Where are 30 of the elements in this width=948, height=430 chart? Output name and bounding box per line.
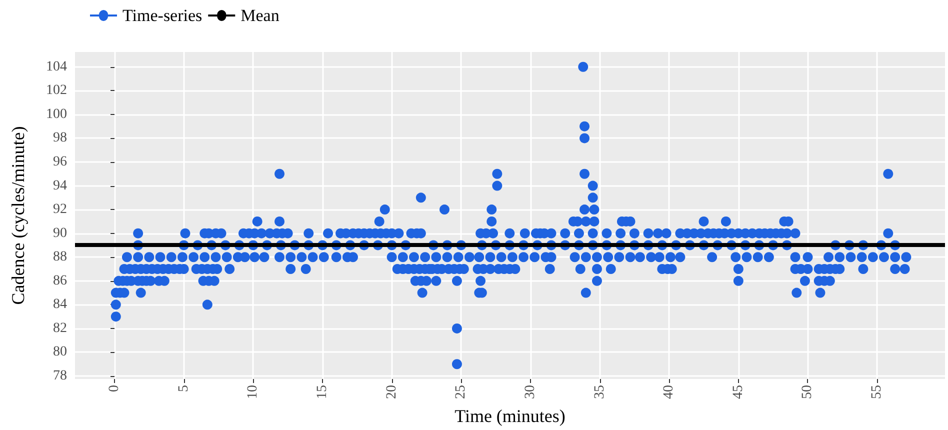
y-tick-label: 98 bbox=[53, 130, 67, 146]
x-tick-label: 50 bbox=[800, 385, 816, 399]
y-tick-label: 102 bbox=[46, 83, 67, 98]
y-tick-label: 92 bbox=[53, 202, 67, 218]
x-tick-label: 0 bbox=[107, 385, 122, 392]
y-tick-label: 84 bbox=[53, 297, 67, 312]
y-tick-label: 78 bbox=[53, 368, 67, 384]
legend-label: Mean bbox=[240, 6, 280, 25]
y-tick-label: 90 bbox=[53, 226, 67, 241]
y-tick-label: 100 bbox=[46, 106, 67, 122]
x-tick-label: 40 bbox=[662, 385, 677, 399]
y-tick-label: 94 bbox=[53, 178, 67, 194]
x-axis-title: Time (minutes) bbox=[454, 406, 566, 426]
legend-label: Time-series bbox=[122, 6, 202, 25]
x-tick-label: 5 bbox=[176, 385, 192, 392]
x-tick-label: 30 bbox=[522, 385, 538, 399]
x-tick-label: 15 bbox=[314, 385, 330, 399]
y-tick-label: 82 bbox=[53, 320, 67, 336]
x-tick-label: 35 bbox=[592, 385, 608, 399]
y-tick-label: 86 bbox=[53, 273, 67, 288]
x-tick-label: 55 bbox=[870, 385, 885, 399]
x-tick-label: 45 bbox=[730, 385, 746, 399]
y-tick-label: 88 bbox=[53, 250, 67, 265]
y-tick-label: 80 bbox=[53, 344, 67, 360]
x-tick-label: 10 bbox=[246, 385, 261, 399]
y-tick-label: 96 bbox=[53, 154, 67, 170]
x-tick-label: 20 bbox=[384, 385, 400, 399]
y-tick-label: 104 bbox=[46, 59, 67, 74]
y-axis-title: Cadence (cycles/minute) bbox=[8, 126, 28, 305]
x-tick-label: 25 bbox=[454, 385, 469, 399]
